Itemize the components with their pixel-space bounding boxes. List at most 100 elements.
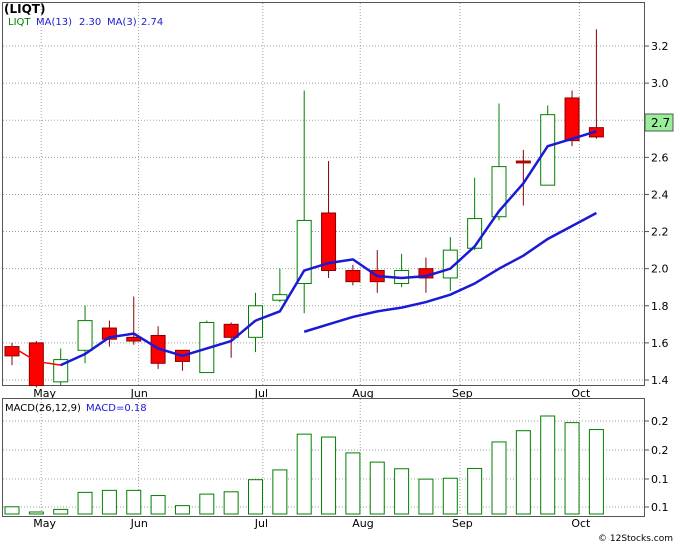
macd-bar (199, 493, 215, 515)
macd-x-axis: May Jun Jul Aug Sep Oct (33, 517, 591, 530)
macd-bar (53, 508, 69, 515)
candle-body (564, 97, 580, 142)
macd-tick-label: 0.1 (651, 473, 669, 486)
candle-body (272, 294, 288, 301)
macd-bar (394, 468, 410, 515)
price-tick-label: 1.8 (651, 300, 669, 313)
chart-title: (LIQT) (4, 2, 45, 16)
price-grid (3, 3, 644, 385)
price-legend-ma13-value: 2.30 (79, 17, 101, 28)
price-legend-ma3-label: MA(3) (107, 17, 137, 28)
last-price-box (644, 113, 674, 132)
ma3-line-overlay (255, 130, 597, 322)
ma3-line-overlay (60, 319, 257, 367)
candle-body (223, 323, 239, 338)
price-month-label: Sep (452, 387, 473, 400)
candle (296, 90, 312, 314)
macd-legend: MACD(26,12,9) MACD=0.18 (5, 403, 147, 414)
price-legend-symbol: LIQT (8, 17, 31, 28)
macd-bar (150, 495, 166, 515)
price-panel-frame (2, 2, 645, 386)
price-y-axis: 1.41.61.82.02.22.42.62.83.03.2 (644, 40, 669, 387)
macd-month-label: Jul (254, 517, 268, 530)
macd-bar (28, 511, 44, 515)
macd-bar (515, 430, 531, 515)
price-month-label: Jun (130, 387, 148, 400)
price-x-axis: May Jun Jul Aug Sep Oct (33, 387, 591, 400)
macd-bar (126, 489, 142, 515)
candle (28, 341, 44, 388)
macd-legend-title: MACD(26,12,9) (5, 403, 81, 414)
macd-bar (77, 491, 93, 515)
macd-bar (272, 469, 288, 515)
macd-bar (588, 429, 604, 515)
macd-bars (4, 415, 604, 515)
last-price-tag: 2.7 (644, 113, 674, 132)
last-price-label: 2.7 (651, 116, 670, 130)
price-tick-label: 1.6 (651, 337, 669, 350)
ma13-line (303, 211, 597, 333)
candle (564, 90, 580, 147)
candle-body (345, 270, 361, 283)
candle-body (515, 160, 531, 164)
macd-bar (248, 479, 263, 515)
candle-body (77, 320, 93, 351)
price-month-label: Oct (571, 387, 591, 400)
price-tick-label: 1.4 (651, 374, 669, 387)
macd-bar (174, 505, 190, 515)
macd-bar (491, 441, 507, 515)
price-legend: LIQT MA(13) 2.30 MA(3) 2.74 (8, 17, 163, 28)
price-legend-ma13-label: MA(13) (36, 17, 72, 28)
price-month-label: Aug (352, 387, 373, 400)
macd-bar (540, 415, 556, 515)
candle (101, 320, 117, 347)
macd-bar (369, 461, 385, 515)
candle-body (28, 342, 44, 387)
candle-body (4, 346, 20, 357)
macd-tick-label: 0.1 (651, 501, 669, 514)
candle (515, 149, 531, 206)
macd-bar (442, 477, 458, 515)
macd-bar (418, 478, 434, 515)
watermark: © 12Stocks.com (598, 534, 673, 544)
candle (321, 161, 337, 278)
candlesticks (4, 29, 604, 388)
macd-bar (101, 489, 117, 515)
macd-bar (321, 436, 337, 515)
candle-body (491, 166, 507, 218)
macd-y-axis: 0.1 0.1 0.2 0.2 (644, 415, 669, 514)
macd-tick-label: 0.2 (651, 444, 669, 457)
candle-body (540, 114, 556, 186)
macd-grid (3, 399, 644, 516)
macd-bar (223, 491, 239, 515)
price-legend-ma3-value: 2.74 (141, 17, 163, 28)
macd-bar (4, 506, 20, 515)
macd-month-label: May (33, 517, 56, 530)
price-tick-label: 2.2 (651, 226, 669, 239)
macd-bar (296, 433, 312, 515)
macd-bar (564, 422, 580, 515)
candle-body (321, 212, 337, 272)
candle (491, 103, 507, 221)
macd-bar (467, 467, 483, 515)
price-tick-label: 3.2 (651, 40, 669, 53)
candle (345, 264, 361, 286)
candle (77, 305, 93, 364)
price-month-label: Jul (254, 387, 268, 400)
price-tick-label: 2.6 (651, 151, 669, 164)
price-month-label: May (33, 387, 56, 400)
macd-month-label: Aug (352, 517, 373, 530)
candle-body (101, 327, 117, 340)
macd-month-label: Sep (452, 517, 473, 530)
macd-tick-label: 0.2 (651, 415, 669, 428)
candle-body (467, 218, 483, 249)
price-tick-label: 2.4 (651, 188, 669, 201)
moving-averages (11, 130, 597, 367)
candle-body (296, 219, 312, 285)
macd-legend-value: MACD=0.18 (86, 403, 147, 414)
price-tick-label: 2.0 (651, 263, 669, 276)
macd-bar (345, 452, 361, 515)
macd-month-label: Jun (130, 517, 148, 530)
